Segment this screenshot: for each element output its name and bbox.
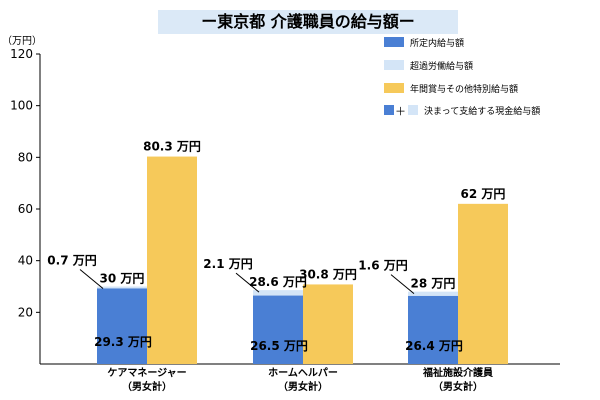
bar-annual-bonus: [147, 156, 197, 364]
bar-base-salary: [253, 295, 303, 364]
y-tick-label: 60: [18, 202, 33, 216]
label-overtime-pay: 0.7 万円: [47, 254, 96, 268]
category-label: ケアマネージャー: [107, 367, 186, 379]
legend-combo-plus: ＋: [395, 105, 406, 118]
legend-swatch: [384, 60, 404, 70]
bar-overtime-pay: [408, 291, 458, 296]
bar-annual-bonus: [303, 284, 353, 364]
bar-overtime-pay: [97, 286, 147, 289]
label-monthly-total: 30 万円: [100, 272, 145, 286]
chart-category-labels: ケアマネージャー（男女計）ホームヘルパー（男女計）福祉施設介護員（男女計）: [107, 366, 493, 393]
leader-line-overtime: [390, 274, 415, 295]
y-tick-label: 20: [18, 305, 33, 319]
label-annual-bonus: 62 万円: [461, 187, 506, 201]
y-tick-label: 80: [18, 150, 33, 164]
y-tick-label: 120: [10, 47, 33, 61]
chart-title-box: ー東京都 介護職員の給与額ー: [158, 10, 458, 34]
label-base-salary: 26.4 万円: [405, 339, 463, 353]
leader-line-overtime: [79, 269, 104, 289]
legend-item-label: 所定内給与額: [410, 37, 464, 49]
bar-overtime-pay: [253, 290, 303, 296]
bar-base-salary: [97, 288, 147, 364]
bar-annual-bonus: [458, 203, 508, 364]
label-overtime-pay: 1.6 万円: [358, 259, 407, 273]
label-base-salary: 29.3 万円: [94, 335, 152, 349]
label-annual-bonus: 80.3 万円: [143, 140, 201, 154]
label-overtime-pay: 2.1 万円: [203, 257, 252, 271]
y-tick-label: 40: [18, 254, 33, 268]
category-sublabel: （男女計）: [278, 380, 328, 393]
category-sublabel: （男女計）: [433, 380, 483, 393]
chart-bars: [97, 156, 508, 364]
y-axis-unit-label: （万円）: [2, 35, 42, 47]
y-tick-label: 100: [10, 99, 33, 113]
label-monthly-total: 28 万円: [411, 277, 456, 291]
category-label: 福祉施設介護員: [422, 366, 493, 379]
label-base-salary: 26.5 万円: [250, 339, 308, 353]
chart-data-labels: 29.3 万円 30 万円 80.3 万円 0.7 万円 26.5 万円 28.6 万円3…: [47, 140, 505, 353]
label-annual-bonus: 30.8 万円: [299, 267, 357, 281]
legend-combo-label: 決まって支給する現金給与額: [424, 105, 540, 117]
legend-swatch: [384, 83, 404, 93]
label-monthly-total: 28.6 万円: [249, 275, 307, 289]
category-label: ホームヘルパー: [268, 367, 338, 379]
legend-item-label: 年間賞与その他特別給与額: [410, 83, 518, 95]
legend-combo-swatch-base: [384, 105, 394, 115]
bar-base-salary: [408, 295, 458, 364]
legend-combo-swatch-overtime: [408, 105, 418, 115]
category-sublabel: （男女計）: [122, 380, 172, 393]
legend-swatch: [384, 37, 404, 47]
legend-item-label: 超過労働給与額: [410, 60, 473, 72]
leader-line-overtime: [235, 272, 260, 293]
chart-title: ー東京都 介護職員の給与額ー: [201, 12, 415, 31]
